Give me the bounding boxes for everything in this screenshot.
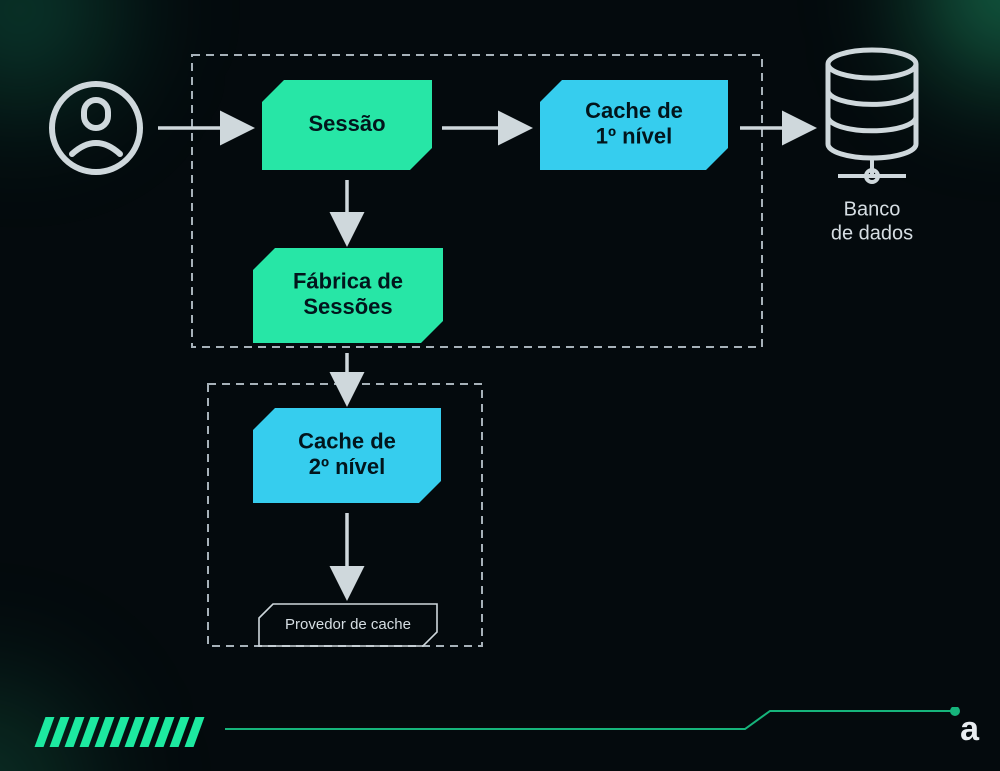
node-provedor: Provedor de cache: [259, 604, 437, 646]
svg-text:Sessões: Sessões: [303, 294, 392, 319]
diagram-stage: Bancode dados SessãoCache de1º nívelFábr…: [0, 0, 1000, 771]
svg-text:de dados: de dados: [831, 222, 913, 244]
node-fabrica: Fábrica deSessões: [253, 248, 443, 343]
node-cache-l2: Cache de2º nível: [253, 408, 441, 503]
edges: [158, 128, 810, 594]
user-icon: [52, 84, 140, 172]
svg-text:Cache de: Cache de: [298, 429, 396, 454]
svg-text:Banco: Banco: [844, 198, 901, 220]
svg-text:1º nível: 1º nível: [596, 123, 673, 148]
footer-line: [225, 707, 973, 735]
svg-text:Cache de: Cache de: [585, 98, 683, 123]
database-icon: Bancode dados: [828, 50, 916, 244]
svg-text:Fábrica de: Fábrica de: [293, 269, 403, 294]
svg-text:2º nível: 2º nível: [309, 454, 386, 479]
node-cache-l1: Cache de1º nível: [540, 80, 728, 170]
nodes: SessãoCache de1º nívelFábrica deSessõesC…: [253, 80, 728, 646]
svg-text:Provedor de cache: Provedor de cache: [285, 616, 411, 633]
svg-text:Sessão: Sessão: [308, 111, 385, 136]
node-sessao: Sessão: [262, 80, 432, 170]
brand-glyph: a: [960, 710, 978, 749]
footer-stripes: [40, 717, 199, 747]
